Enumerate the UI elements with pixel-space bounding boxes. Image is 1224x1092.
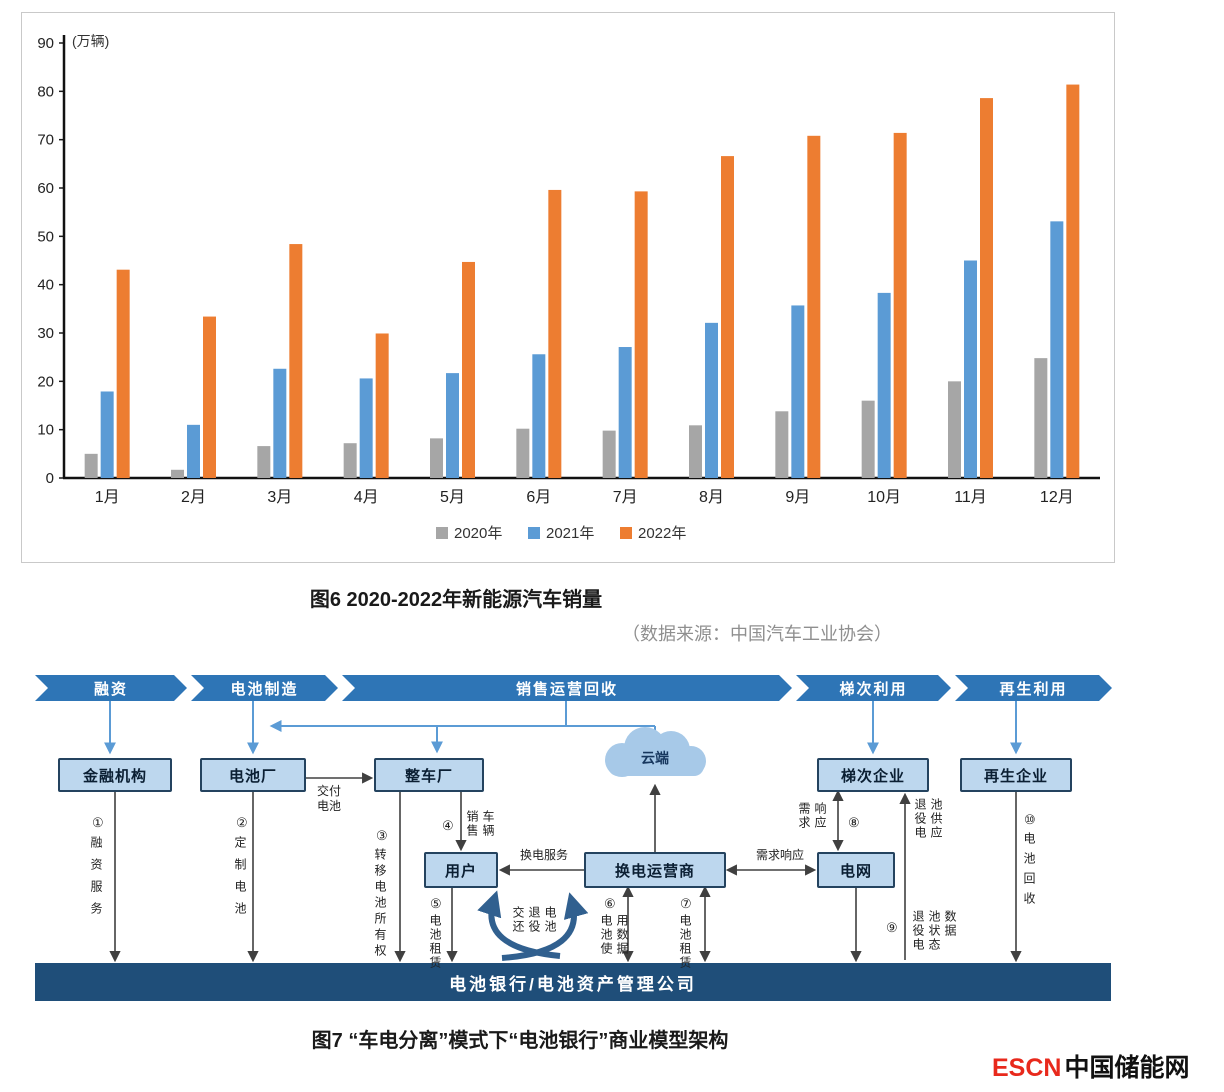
cloud-icon bbox=[605, 727, 706, 777]
edge-label-battery-lease-operator: 电池租赁 bbox=[678, 914, 692, 970]
edge-num-1: ① bbox=[92, 815, 104, 830]
battery-bank-bar: 电池银行/电池资产管理公司 bbox=[35, 963, 1111, 1001]
svg-text:2022年: 2022年 bbox=[638, 525, 686, 542]
edge-num-10: ⑩ bbox=[1024, 812, 1036, 827]
svg-text:1月: 1月 bbox=[95, 489, 120, 506]
edge-label-sell-vehicle: 销售车辆 bbox=[465, 810, 495, 838]
edge-label-custom-battery: 定制电池 bbox=[233, 836, 247, 924]
edge-num-7: ⑦ bbox=[680, 896, 692, 911]
box-vehicle-oem: 整车厂 bbox=[374, 758, 484, 792]
banner-stage-regeneration: 再生利用 bbox=[955, 675, 1112, 701]
banner-stage-sales-recycle: 销售运营回收 bbox=[342, 675, 792, 701]
svg-text:(万辆): (万辆) bbox=[72, 33, 109, 49]
edge-num-4: ④ bbox=[442, 818, 454, 833]
box-swap-operator: 换电运营商 bbox=[584, 852, 726, 888]
svg-text:90: 90 bbox=[37, 35, 54, 52]
svg-text:80: 80 bbox=[37, 83, 54, 100]
battery-bank-diagram: 融资 电池制造 销售运营回收 梯次利用 再生利用 金融机构 电池厂 整车厂 梯次… bbox=[0, 660, 1224, 1030]
edge-label-transfer-ownership: 转移电池所有权 bbox=[373, 848, 387, 960]
svg-text:8月: 8月 bbox=[699, 489, 724, 506]
edge-label-retired-battery-supply: 退役电池供应 bbox=[913, 798, 943, 840]
svg-text:9月: 9月 bbox=[785, 489, 810, 506]
box-financial-institution: 金融机构 bbox=[58, 758, 172, 792]
edge-num-8: ⑧ bbox=[848, 815, 860, 830]
box-power-grid: 电网 bbox=[817, 852, 895, 888]
box-user: 用户 bbox=[424, 852, 498, 888]
data-source-note: （数据来源：中国汽车工业协会） bbox=[622, 624, 892, 644]
svg-text:2月: 2月 bbox=[181, 489, 206, 506]
escn-logo-cn: 中国储能网 bbox=[1064, 1054, 1190, 1082]
svg-text:30: 30 bbox=[37, 325, 54, 342]
svg-text:5月: 5月 bbox=[440, 489, 465, 506]
edge-num-2: ② bbox=[236, 815, 248, 830]
svg-text:60: 60 bbox=[37, 180, 54, 197]
escn-logo: ESCN 中国储能网 bbox=[992, 1048, 1189, 1084]
edge-num-9: ⑨ bbox=[886, 920, 898, 935]
svg-text:0: 0 bbox=[46, 470, 54, 487]
figure7-caption: 图7 “车电分离”模式下“电池银行”商业模型架构 bbox=[311, 1030, 729, 1052]
svg-text:2021年: 2021年 bbox=[546, 525, 594, 542]
edge-label-retired-battery-status-data: 退役电池状态数据 bbox=[911, 910, 957, 952]
edge-num-6: ⑥ bbox=[604, 896, 616, 911]
box-recycle-company: 再生企业 bbox=[960, 758, 1072, 792]
cloud-label: 云端 bbox=[641, 750, 669, 766]
box-tier2-company: 梯次企业 bbox=[817, 758, 929, 792]
svg-text:40: 40 bbox=[37, 277, 54, 294]
svg-text:12月: 12月 bbox=[1040, 489, 1074, 506]
svg-text:6月: 6月 bbox=[526, 489, 551, 506]
edge-label-financing-service: 融资服务 bbox=[89, 836, 103, 924]
edge-label-deliver-battery: 交付电池 bbox=[316, 784, 341, 813]
banner-stage-manufacture: 电池制造 bbox=[191, 675, 338, 701]
svg-text:10: 10 bbox=[37, 422, 54, 439]
svg-text:70: 70 bbox=[37, 132, 54, 149]
edge-label-battery-recycling: 电池回收 bbox=[1022, 832, 1036, 912]
edge-num-3: ③ bbox=[376, 828, 388, 843]
escn-logo-en: ESCN bbox=[992, 1054, 1062, 1082]
svg-text:11月: 11月 bbox=[954, 489, 987, 506]
svg-text:4月: 4月 bbox=[354, 489, 379, 506]
banner-stage-tier-use: 梯次利用 bbox=[796, 675, 951, 701]
svg-text:2020年: 2020年 bbox=[454, 525, 502, 542]
svg-text:7月: 7月 bbox=[613, 489, 638, 506]
svg-text:50: 50 bbox=[37, 228, 54, 245]
banner-stage-financing: 融资 bbox=[35, 675, 187, 701]
nev-sales-chart-panel: 0 10 20 30 40 50 60 70 80 90 (万辆) 1月 2月 3月 4月 5月 6月 7月 8月 9… bbox=[21, 12, 1115, 563]
svg-text:20: 20 bbox=[37, 373, 54, 390]
svg-text:3月: 3月 bbox=[267, 489, 292, 506]
edge-num-5: ⑤ bbox=[430, 896, 442, 911]
flow-arrows-layer bbox=[104, 701, 1022, 963]
edge-label-battery-usage-data: 电池使用数据 bbox=[599, 914, 629, 956]
figure6-caption: 图6 2020-2022年新能源汽车销量 bbox=[309, 589, 603, 611]
edge-label-demand-response-horizontal: 需求响应 bbox=[755, 848, 804, 862]
edge-label-battery-lease-user: 电池租赁 bbox=[428, 914, 442, 970]
edge-label-swap-service: 换电服务 bbox=[519, 848, 568, 862]
edge-label-return-retired-battery: 交还退役电池 bbox=[511, 906, 557, 934]
box-battery-factory: 电池厂 bbox=[200, 758, 306, 792]
nev-sales-bar-chart: 0 10 20 30 40 50 60 70 80 90 (万辆) 1月 2月 3月 4月 5月 6月 7月 8月 9… bbox=[37, 33, 1100, 542]
edge-label-demand-response-vertical: 需求响应 bbox=[797, 802, 827, 830]
svg-text:10月: 10月 bbox=[867, 489, 901, 506]
